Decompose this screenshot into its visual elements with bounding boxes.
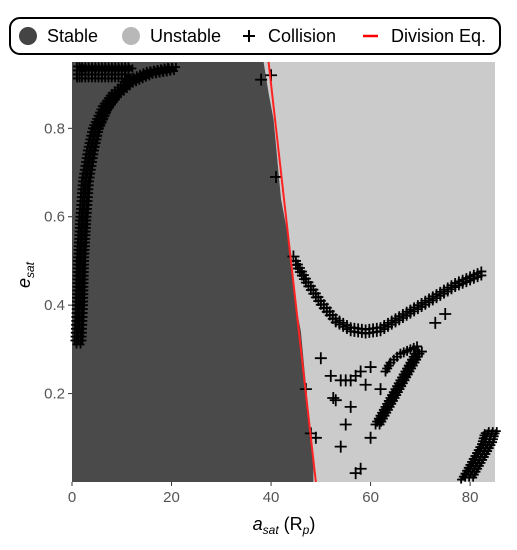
collision-point	[169, 67, 178, 76]
plot-area	[70, 61, 501, 484]
y-axis: 0.2 0.4 0.6 0.8	[44, 120, 72, 403]
collision-point	[314, 352, 327, 365]
division-eq-line	[267, 61, 317, 483]
collision-point	[412, 341, 423, 352]
legend-unstable-label: Unstable	[150, 26, 221, 46]
x-tick-label: 20	[163, 489, 180, 506]
collision-point	[476, 270, 487, 281]
collision-point	[354, 365, 367, 378]
collision-point	[270, 170, 283, 183]
collision-point	[128, 64, 137, 73]
y-tick-label: 0.8	[44, 120, 65, 137]
collision-point	[329, 394, 342, 407]
collision-point	[364, 361, 377, 374]
legend-collision-marker	[243, 30, 255, 42]
x-tick-label: 80	[462, 489, 479, 506]
collision-point	[124, 74, 133, 83]
legend-stable-label: Stable	[47, 26, 98, 46]
collision-point	[339, 418, 352, 431]
legend-stable-marker	[19, 27, 37, 45]
collision-point	[344, 400, 357, 413]
collision-point	[480, 429, 489, 438]
x-axis-title: asat (Rp)	[253, 514, 316, 537]
collision-point	[327, 392, 340, 404]
legend: Stable Unstable Collision Division Eq.	[9, 17, 501, 55]
collision-point	[429, 316, 442, 329]
collision-point	[171, 63, 180, 72]
collision-point	[334, 440, 347, 453]
x-tick-label: 60	[362, 489, 379, 506]
legend-collision-label: Collision	[268, 26, 336, 46]
x-axis: 0 20 40 60 80	[68, 482, 479, 506]
x-tick-label: 40	[263, 489, 280, 506]
y-axis-title: esat	[14, 261, 37, 288]
legend-division-label: Division Eq.	[391, 26, 486, 46]
legend-unstable-marker	[122, 27, 140, 45]
collision-point	[255, 73, 268, 86]
collision-point	[492, 427, 501, 436]
collision-point	[324, 369, 337, 382]
stable-region	[72, 62, 314, 482]
collision-point	[354, 462, 367, 475]
collision-point	[439, 308, 452, 320]
collision-point	[359, 378, 372, 391]
collision-point	[287, 250, 300, 263]
x-tick-label: 0	[68, 489, 76, 506]
y-tick-label: 0.4	[44, 297, 65, 314]
collision-markers	[70, 62, 501, 484]
y-tick-label: 0.6	[44, 209, 65, 226]
collision-point	[374, 383, 387, 396]
y-tick-label: 0.2	[44, 386, 65, 403]
collision-point	[364, 431, 377, 444]
collision-point	[416, 346, 427, 357]
